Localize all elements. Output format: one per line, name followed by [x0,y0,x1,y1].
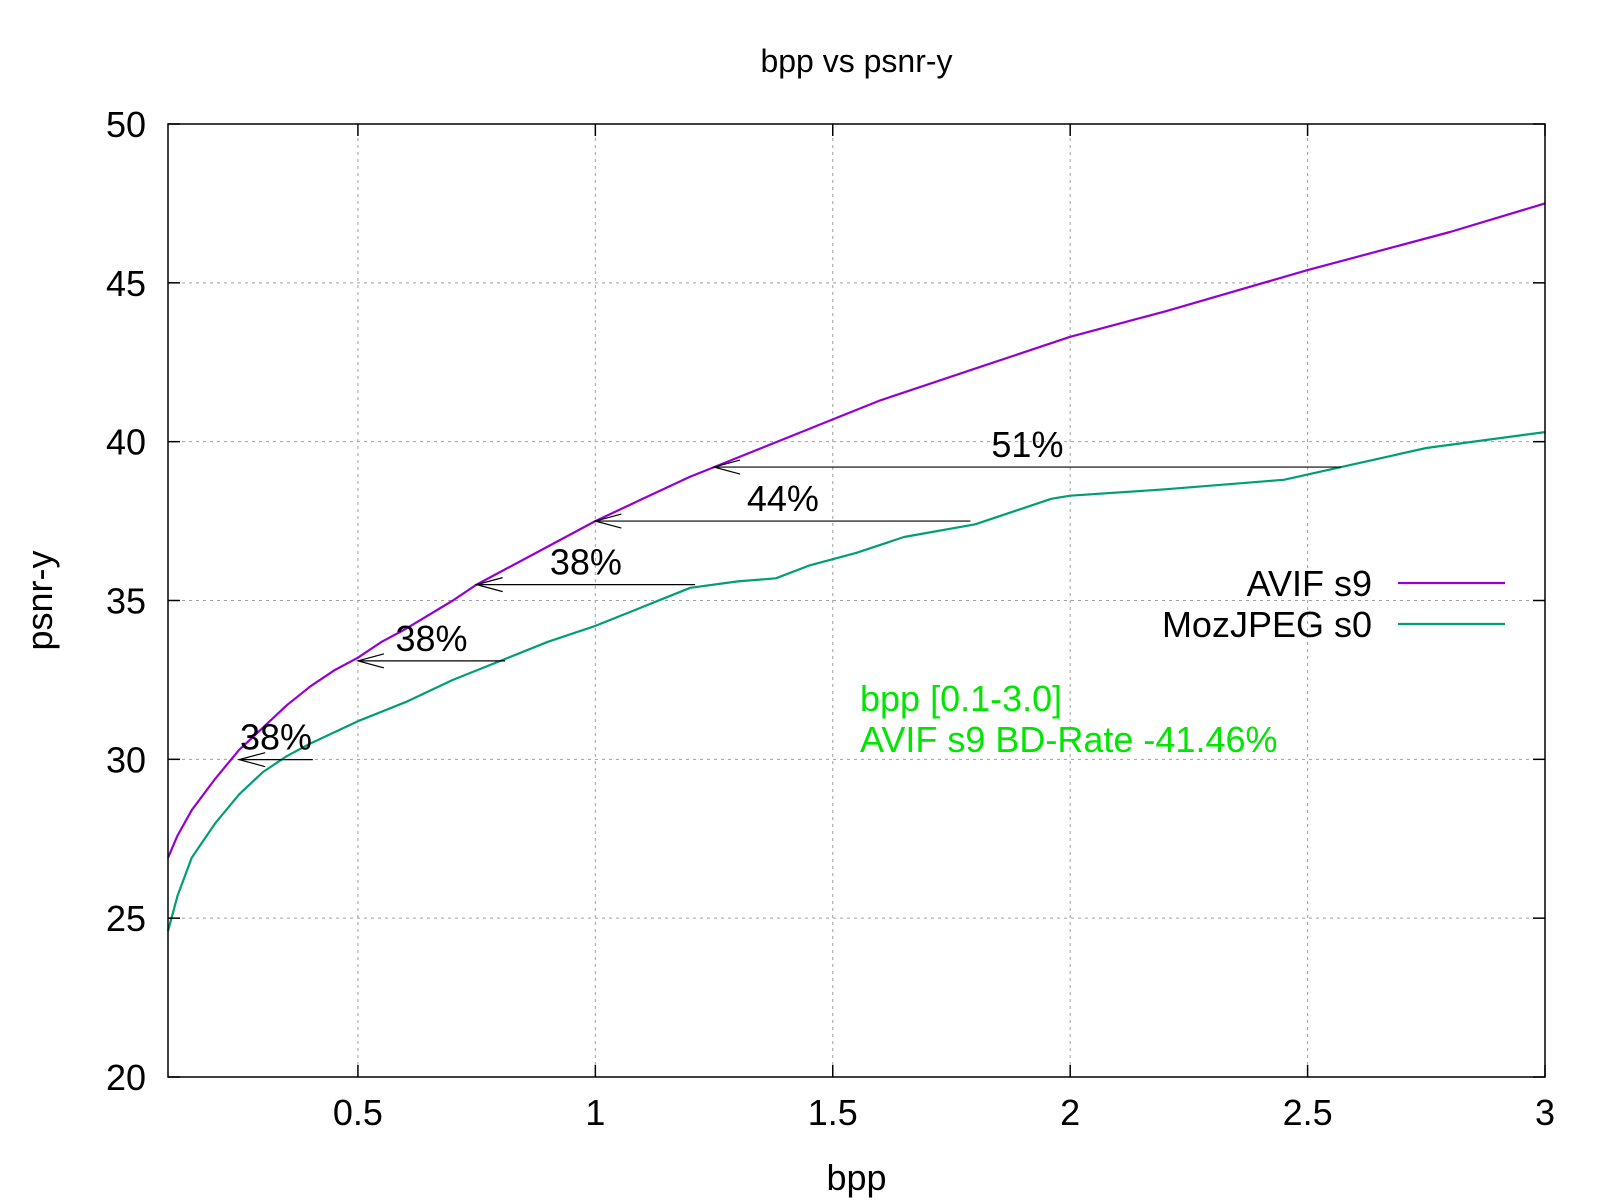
y-tick-label: 50 [106,104,146,145]
note-line: bpp [0.1-3.0] [860,678,1062,719]
y-tick-label: 20 [106,1057,146,1098]
annotation-label: 44% [747,478,819,519]
x-tick-label: 2.5 [1283,1092,1333,1133]
legend-label: AVIF s9 [1247,563,1372,604]
y-tick-label: 35 [106,581,146,622]
annotation-label: 51% [991,424,1063,465]
notes: bpp [0.1-3.0]AVIF s9 BD-Rate -41.46% [860,678,1278,760]
x-tick-label: 0.5 [333,1092,383,1133]
annotation-label: 38% [240,717,312,758]
note-line: AVIF s9 BD-Rate -41.46% [860,719,1278,760]
legend-label: MozJPEG s0 [1162,604,1372,645]
series-line-2 [166,431,1546,932]
x-tick-label: 3 [1535,1092,1555,1133]
annotation-arrowhead [474,577,503,593]
series-line-1 [166,202,1546,859]
annotation-arrowhead [355,653,385,669]
annotation-arrowhead [711,459,741,475]
y-tick-label: 40 [106,422,146,463]
chart-title: bpp vs psnr-y [760,43,952,79]
x-axis-title: bpp [826,1157,886,1198]
axis-ticks: 0.5 1 1.5 2 2.5 3 20 25 30 35 40 45 50 [106,104,1555,1133]
annotations: 38% 38% 38% 44% 51% [236,424,1341,768]
x-tick-label: 1.5 [808,1092,858,1133]
y-axis-title: psnr-y [19,550,60,650]
series-layer [166,202,1546,932]
annotation-arrowhead [236,752,266,768]
grid [168,124,1545,1077]
y-tick-label: 30 [106,739,146,780]
x-tick-label: 2 [1060,1092,1080,1133]
y-tick-label: 25 [106,898,146,939]
y-tick-label: 45 [106,263,146,304]
x-tick-label: 1 [585,1092,605,1133]
annotation-label: 38% [395,618,467,659]
annotation-label: 38% [550,542,622,583]
annotation-arrowhead [593,513,622,529]
